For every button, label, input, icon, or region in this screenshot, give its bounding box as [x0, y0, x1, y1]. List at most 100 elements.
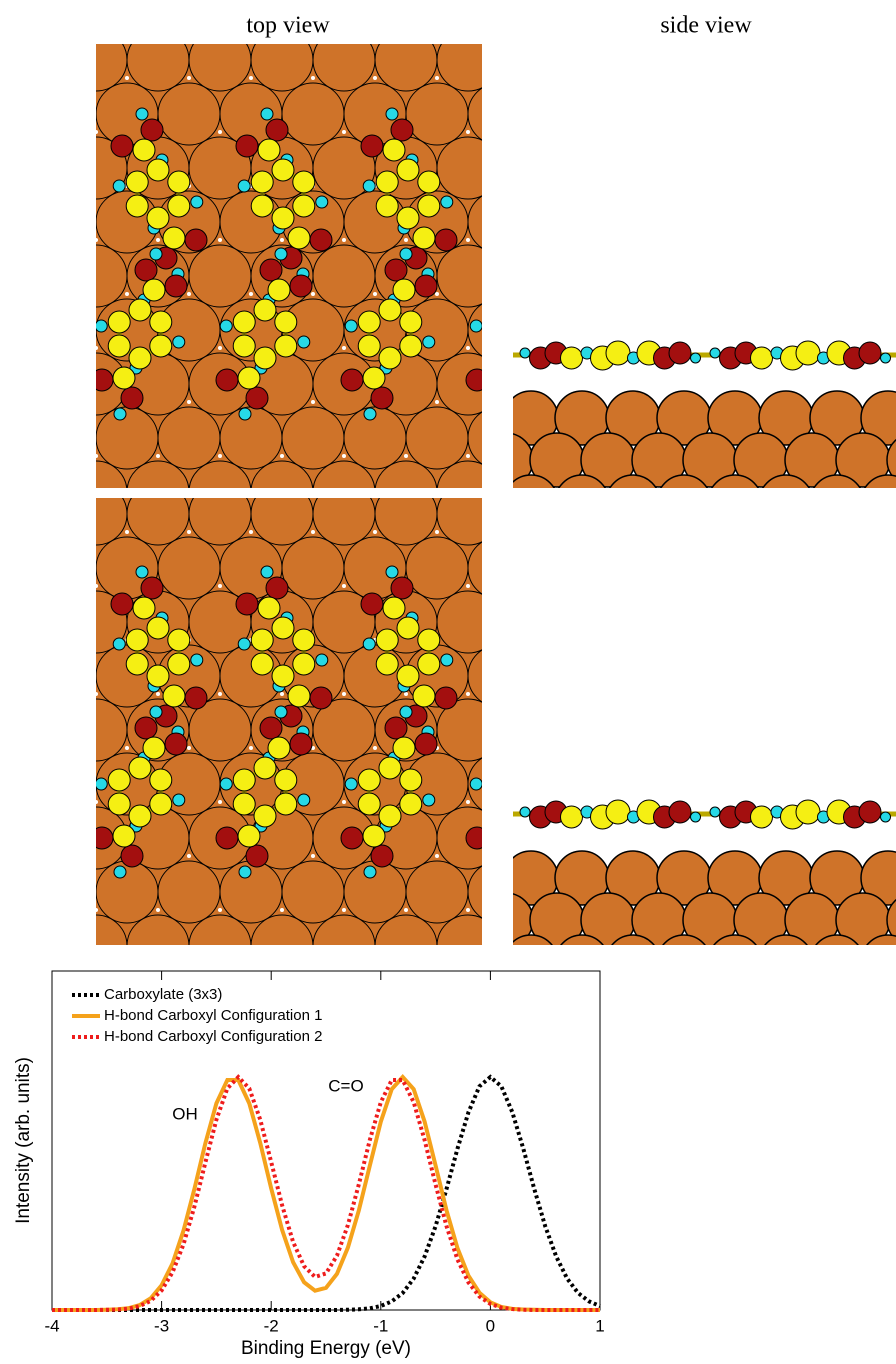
atom — [168, 653, 190, 675]
copper-atom — [468, 0, 530, 37]
copper-atom — [555, 475, 609, 529]
copper-atom — [406, 0, 468, 37]
copper-atom — [344, 0, 406, 37]
hollow-site — [63, 962, 67, 966]
copper-atom — [34, 969, 96, 1031]
hollow-site — [63, 854, 67, 858]
copper-atom — [34, 515, 96, 577]
atom — [751, 806, 773, 828]
copper-atom — [158, 0, 220, 37]
atom — [43, 629, 65, 651]
side-view-image — [453, 341, 896, 529]
atom — [290, 733, 312, 755]
atom — [129, 347, 151, 369]
x-tick-label: -3 — [154, 1316, 169, 1335]
bond — [0, 804, 15, 816]
bond — [33, 628, 54, 640]
atom — [489, 408, 501, 420]
copper-atom — [282, 537, 344, 599]
top-view-image — [0, 0, 594, 577]
hollow-site — [311, 292, 315, 296]
hollow-site — [63, 76, 67, 80]
atom — [691, 812, 701, 822]
bond — [15, 804, 36, 816]
hollow-site — [156, 692, 160, 696]
atom — [111, 593, 133, 615]
bond — [512, 206, 533, 218]
copper-atom — [657, 935, 711, 989]
copper-atom — [65, 29, 127, 91]
copper-atom — [65, 245, 127, 307]
hollow-site — [218, 238, 222, 242]
hollow-site — [125, 292, 129, 296]
hollow-site — [218, 908, 222, 912]
atom — [518, 279, 540, 301]
hollow-site — [125, 76, 129, 80]
copper-atom — [375, 915, 437, 977]
hollow-site — [342, 584, 346, 588]
atom — [133, 597, 155, 619]
bond — [15, 346, 36, 358]
atom — [859, 342, 881, 364]
atom — [233, 769, 255, 791]
atom — [501, 629, 523, 651]
copper-atom — [127, 29, 189, 91]
atom — [1, 653, 23, 675]
copper-atom — [499, 245, 561, 307]
atom — [135, 717, 157, 739]
bond — [515, 310, 536, 322]
atom — [268, 279, 290, 301]
atom — [216, 369, 238, 391]
atom — [25, 793, 47, 815]
atom — [397, 207, 419, 229]
atom — [22, 617, 44, 639]
atom — [516, 577, 538, 599]
hollow-site — [342, 800, 346, 804]
bond — [533, 206, 554, 218]
copper-atom — [606, 475, 660, 529]
hollow-site — [94, 908, 98, 912]
atom — [135, 259, 157, 281]
atom — [543, 653, 565, 675]
bond — [33, 170, 54, 182]
hollow-site — [63, 530, 67, 534]
hollow-site — [404, 1016, 408, 1020]
copper-atom — [3, 807, 65, 869]
atom — [22, 159, 44, 181]
copper-atom — [437, 591, 499, 653]
atom — [48, 794, 60, 806]
hollow-site — [559, 962, 563, 966]
atom — [364, 408, 376, 420]
atom — [261, 108, 273, 120]
atom — [38, 227, 60, 249]
hollow-site — [311, 530, 315, 534]
copper-atom — [555, 935, 609, 989]
atom — [251, 653, 273, 675]
atom — [251, 171, 273, 193]
hollow-site — [187, 292, 191, 296]
hollow-site — [280, 692, 284, 696]
atom — [275, 335, 297, 357]
bond — [512, 628, 533, 640]
copper-atom — [158, 537, 220, 599]
atom — [258, 597, 280, 619]
panel-title: top view — [246, 13, 330, 39]
atom — [371, 845, 393, 867]
x-tick-label: -4 — [44, 1316, 59, 1335]
atom — [91, 369, 113, 391]
atom — [751, 347, 773, 369]
copper-atom — [499, 699, 561, 761]
atom — [525, 248, 537, 260]
atom — [8, 139, 30, 161]
copper-atom — [530, 969, 592, 1031]
atom — [239, 866, 251, 878]
atom — [168, 629, 190, 651]
atom — [113, 180, 125, 192]
atom — [400, 793, 422, 815]
hollow-site — [435, 400, 439, 404]
hollow-site — [63, 638, 67, 642]
atom — [0, 825, 10, 847]
hollow-site — [249, 962, 253, 966]
atom — [25, 248, 37, 260]
atom — [251, 629, 273, 651]
